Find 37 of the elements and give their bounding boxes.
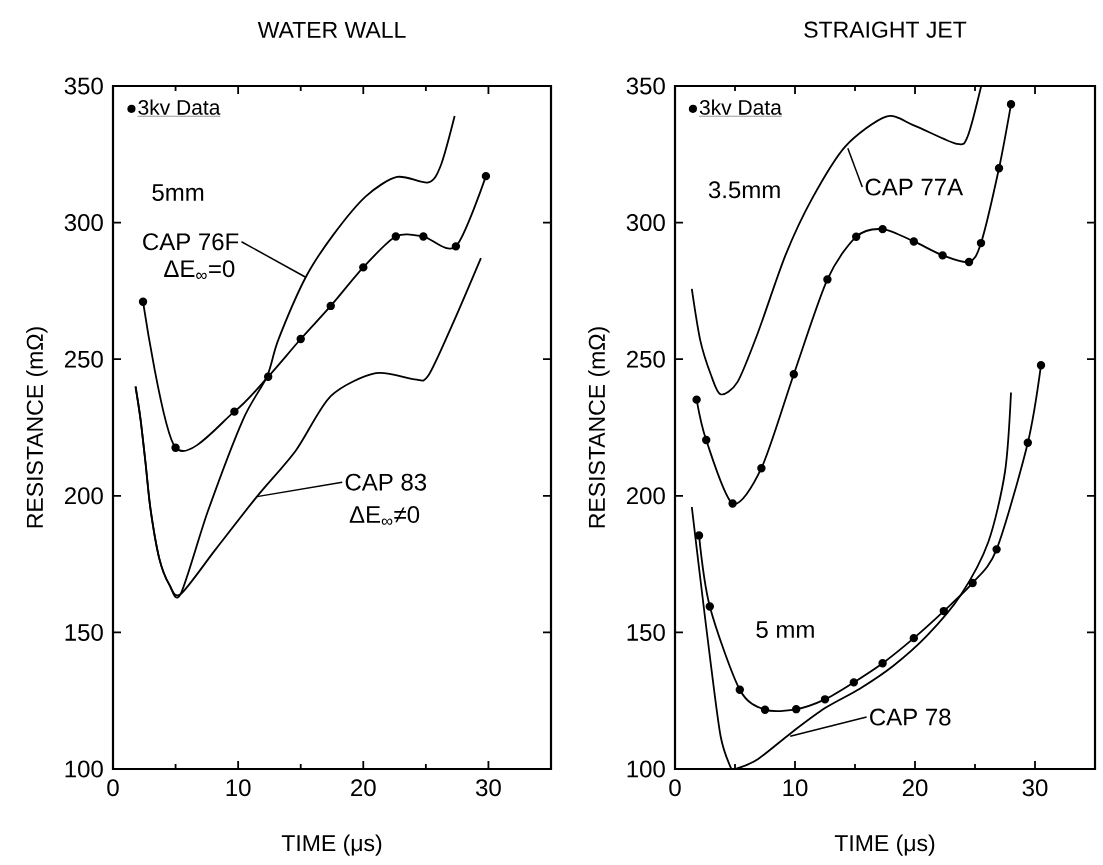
annotation: ΔE$_{∞}$≠0 — [349, 506, 420, 525]
y-tick-label: 200 — [626, 487, 665, 505]
y-tick-label: 350 — [64, 77, 103, 95]
legend-label: 3kv Data — [699, 99, 782, 115]
y-tick-label: 100 — [627, 760, 665, 778]
y-tick-label: 100 — [65, 760, 103, 778]
y-tick-label: 300 — [626, 214, 665, 232]
annotation: 3.5mm — [708, 181, 780, 199]
y-tick-label: 350 — [626, 77, 665, 95]
y-tick-label: 200 — [64, 487, 103, 505]
y-axis-title: RESISTANCE (mΩ) — [588, 327, 610, 528]
x-tick-label: 20 — [351, 779, 376, 797]
legend-label: 3kv Data — [138, 99, 221, 115]
x-tick-label: 10 — [783, 779, 808, 797]
chart-title: STRAIGHT JET — [804, 21, 967, 38]
annotation: CAP 76F — [143, 233, 239, 251]
annotation: CAP 77A — [865, 178, 964, 196]
x-tick-label: 0 — [107, 779, 119, 797]
y-tick-label: 250 — [626, 350, 665, 368]
annotation: 5 mm — [756, 621, 814, 639]
chart-title: WATER WALL — [257, 21, 406, 38]
annotation: ΔE$_{∞}$=0 — [164, 260, 235, 279]
y-tick-label: 250 — [64, 350, 103, 368]
x-tick-label: 10 — [226, 779, 251, 797]
x-axis-title: TIME (μs) — [281, 834, 382, 856]
annotation: CAP 83 — [345, 473, 427, 491]
y-tick-label: 300 — [64, 214, 103, 232]
annotation: CAP 78 — [870, 708, 951, 726]
x-tick-label: 0 — [669, 779, 681, 797]
x-axis-title: TIME (μs) — [834, 834, 935, 856]
y-tick-label: 150 — [65, 623, 103, 641]
y-axis-title: RESISTANCE (mΩ) — [26, 327, 48, 528]
annotation: 5mm — [152, 184, 204, 201]
y-tick-label: 150 — [627, 623, 665, 641]
x-tick-label: 20 — [902, 779, 928, 797]
x-tick-label: 30 — [1022, 779, 1048, 797]
x-tick-label: 30 — [475, 779, 501, 797]
